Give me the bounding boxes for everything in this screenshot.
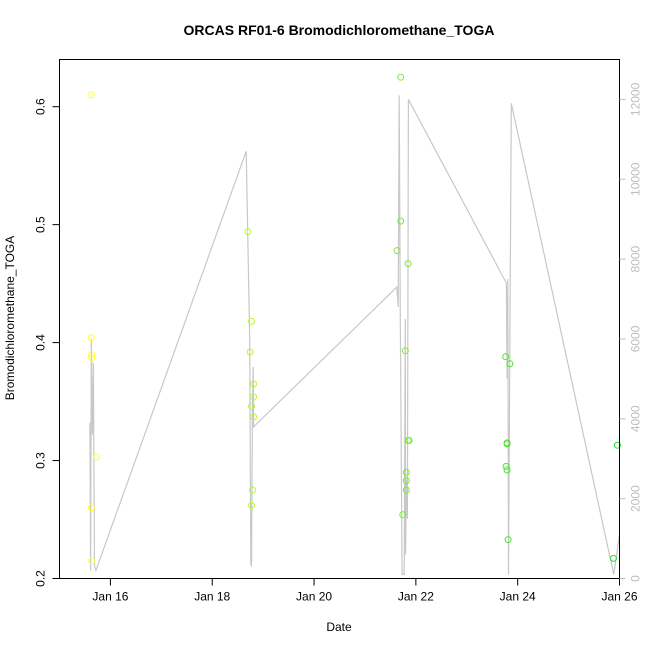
y2-tick-label-6: 12000 [629,82,643,116]
x-tick-label-2: Jan 20 [296,590,332,604]
data-point-24 [402,477,410,485]
x-tick-label-4: Jan 24 [500,590,536,604]
y2-tick-label-1: 2000 [629,485,643,512]
data-point-15 [248,501,255,509]
data-point-35 [613,441,621,449]
data-point-23 [402,468,410,476]
y-tick-label-0: 0.2 [34,570,48,587]
data-point-6 [93,453,101,461]
data-point-9 [246,348,254,356]
axes-layer: Jan 16 Jan 18 Jan 20 Jan 22 Jan 24 Jan 26 0.2 0… [34,82,643,603]
data-point-20 [401,347,409,355]
x-tick-label-5: Jan 26 [601,590,637,604]
altitude-line-layer [89,95,621,576]
data-point-10 [250,380,258,388]
data-point-28 [506,360,514,368]
x-axis-label: Date [326,620,352,634]
data-point-4 [87,504,95,512]
data-point-2 [88,350,95,358]
data-point-31 [502,462,510,470]
y-tick-label-2: 0.4 [34,334,48,351]
x-tick-label-0: Jan 16 [92,590,128,604]
data-point-19 [404,260,412,268]
data-points-layer [87,73,621,565]
data-point-1 [87,334,95,342]
data-point-16 [393,247,401,255]
y2-tick-label-4: 8000 [629,245,643,272]
data-point-0 [87,91,95,99]
data-point-13 [250,413,258,421]
x-tick-label-3: Jan 22 [398,590,434,604]
data-point-12 [248,402,255,410]
chart-title: ORCAS RF01-6 Bromodichloromethane_TOGA [184,22,495,38]
y-tick-label-4: 0.6 [34,98,48,115]
y-axis-label: Bromodichloromethane_TOGA [3,236,17,401]
x-tick-label-1: Jan 18 [194,590,230,604]
data-point-3 [88,354,96,362]
data-point-22 [405,437,413,444]
data-point-8 [248,317,255,325]
data-point-18 [397,73,405,81]
data-point-34 [610,554,617,562]
data-point-7 [244,228,252,236]
data-point-11 [250,393,258,401]
data-point-30 [503,440,511,448]
data-point-14 [249,486,256,494]
data-point-5 [88,557,96,565]
y-tick-label-3: 0.5 [34,216,48,233]
data-point-26 [399,511,407,519]
y2-tick-label-3: 6000 [629,325,643,352]
altitude-line [89,95,621,576]
y2-tick-label-2: 4000 [629,405,643,432]
data-point-17 [397,217,405,225]
y2-tick-label-5: 10000 [629,162,643,196]
data-point-32 [503,466,511,474]
y-tick-label-1: 0.3 [34,452,48,469]
data-point-25 [402,486,410,494]
plot-frame [59,59,620,579]
y2-tick-label-0: 0 [629,575,643,582]
data-point-33 [504,536,512,544]
data-point-27 [502,353,510,361]
